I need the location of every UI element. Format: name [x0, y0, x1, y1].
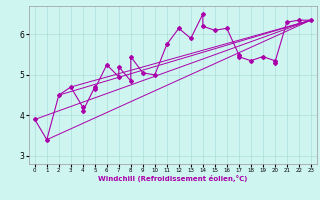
X-axis label: Windchill (Refroidissement éolien,°C): Windchill (Refroidissement éolien,°C)	[98, 175, 247, 182]
